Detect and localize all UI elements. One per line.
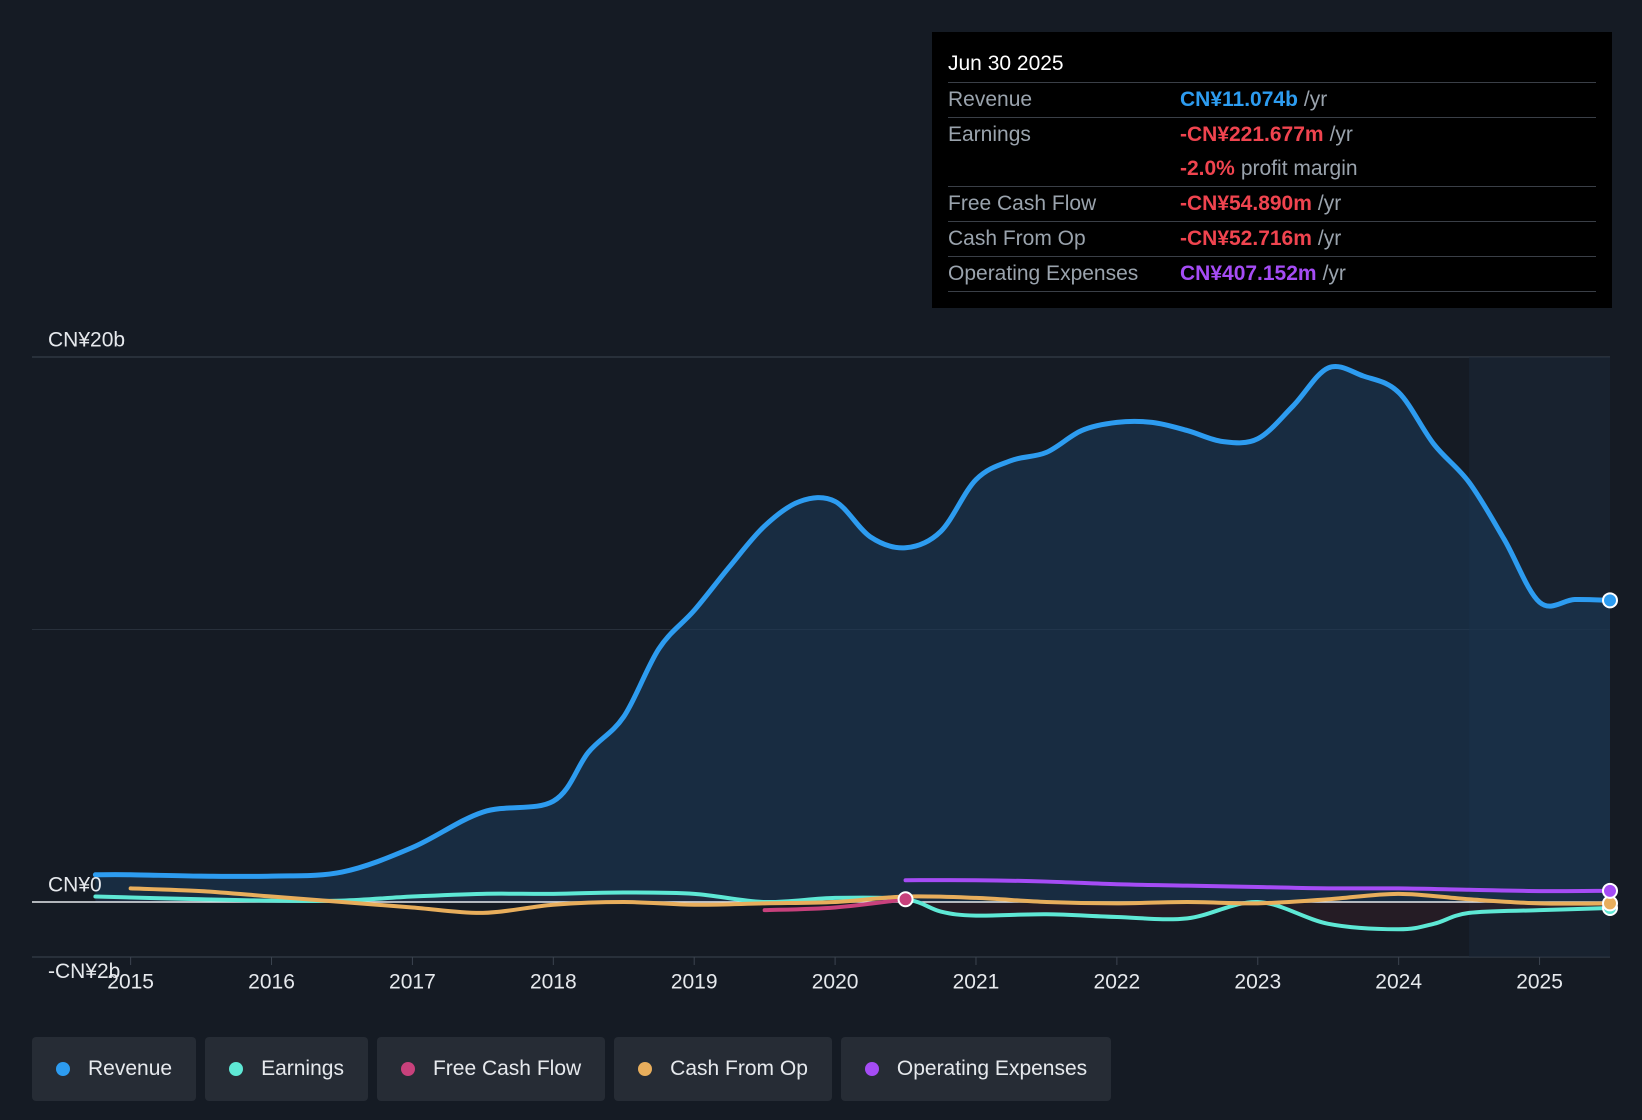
tooltip-label: Revenue: [948, 88, 1033, 111]
x-tick-label: 2024: [1375, 971, 1422, 994]
tooltip-row-operating-expenses: Operating Expenses CN¥407.152m /yr: [948, 257, 1596, 292]
legend-label: Earnings: [261, 1057, 344, 1080]
x-tick-label: 2025: [1516, 971, 1563, 994]
tooltip-label: [948, 152, 1180, 186]
legend-dot-icon: [400, 1062, 415, 1076]
chart-series-lines: [92, 363, 1613, 932]
y-axis-labels: CN¥20b CN¥0 -CN¥2b: [48, 329, 125, 984]
tooltip-row-free-cash-flow: Free Cash Flow -CN¥54.890m /yr: [948, 187, 1596, 222]
data-tooltip: Jun 30 2025 Revenue CN¥11.074b /yr Earni…: [932, 32, 1612, 308]
tooltip-row-revenue: Revenue CN¥11.074b /yr: [948, 83, 1596, 118]
y-tick-label: CN¥20b: [48, 329, 125, 352]
x-tick-label: 2023: [1234, 971, 1281, 994]
free-cash-flow-endpoint: [897, 891, 914, 908]
chart-areas: [95, 366, 1611, 930]
tooltip-row-cash-from-op: Cash From Op -CN¥52.716m /yr: [948, 222, 1596, 257]
cash-from-op-line: [128, 886, 1612, 915]
tooltip-value: -CN¥221.677m: [1180, 123, 1324, 146]
x-tick-label: 2020: [812, 971, 859, 994]
tooltip-unit: /yr: [1317, 227, 1342, 250]
tooltip-row-profit-margin: -2.0% profit margin: [948, 152, 1596, 187]
operating-expenses-line: [903, 878, 1612, 894]
x-tick-label: 2019: [671, 971, 718, 994]
tooltip-unit: profit margin: [1240, 157, 1358, 180]
tooltip-unit: /yr: [1303, 88, 1328, 111]
legend-dot-icon: [864, 1062, 879, 1076]
revenue-area: [95, 366, 1611, 902]
x-tick-label: 2022: [1094, 971, 1141, 994]
tooltip-row-earnings: Earnings -CN¥221.677m /yr: [948, 118, 1596, 152]
legend-label: Cash From Op: [670, 1057, 808, 1080]
tooltip-unit: /yr: [1322, 262, 1346, 285]
legend-item-revenue[interactable]: Revenue: [32, 1037, 197, 1101]
legend-item-cash-from-op[interactable]: Cash From Op: [614, 1037, 832, 1101]
legend-dot-icon: [638, 1062, 653, 1076]
legend-item-operating-expenses[interactable]: Operating Expenses: [840, 1037, 1112, 1101]
x-tick-label: 2015: [107, 971, 154, 994]
tooltip-value: CN¥11.074b: [1180, 88, 1298, 111]
legend-label: Operating Expenses: [896, 1057, 1088, 1080]
x-axis-labels: 2015 2016 2017 2018 2019 2020 2021 2022 2023 2024…: [107, 957, 1563, 994]
y-tick-label: CN¥0: [48, 874, 102, 897]
tooltip-date: Jun 30 2025: [948, 46, 1596, 83]
x-tick-label: 2021: [953, 971, 1000, 994]
tooltip-label: Cash From Op: [948, 227, 1086, 250]
tooltip-value: -2.0%: [1180, 157, 1235, 180]
operating-expenses-endpoint: [1602, 882, 1618, 899]
x-tick-label: 2017: [389, 971, 436, 994]
legend-item-earnings[interactable]: Earnings: [205, 1037, 368, 1101]
legend-dot-icon: [56, 1062, 70, 1076]
tooltip-label: Free Cash Flow: [948, 192, 1097, 215]
chart-endpoints: [897, 592, 1618, 916]
x-tick-label: 2016: [248, 971, 295, 994]
tooltip-label: Earnings: [948, 123, 1031, 146]
chart-legend: Revenue Earnings Free Cash Flow Cash Fro…: [32, 1037, 1120, 1101]
tooltip-unit: /yr: [1329, 123, 1353, 146]
revenue-endpoint: [1602, 592, 1618, 609]
earnings-line: [93, 890, 1612, 932]
y-tick-label: -CN¥2b: [48, 960, 120, 983]
x-tick-label: 2018: [530, 971, 577, 994]
legend-item-free-cash-flow[interactable]: Free Cash Flow: [376, 1037, 606, 1101]
free-cash-flow-line: [762, 897, 908, 913]
tooltip-value: -CN¥54.890m: [1180, 192, 1312, 215]
legend-dot-icon: [229, 1062, 244, 1076]
tooltip-unit: /yr: [1317, 192, 1342, 215]
tooltip-value: -CN¥52.716m: [1180, 227, 1312, 250]
legend-label: Free Cash Flow: [432, 1057, 582, 1080]
legend-label: Revenue: [88, 1057, 173, 1080]
tooltip-label: Operating Expenses: [948, 262, 1139, 285]
tooltip-value: CN¥407.152m: [1180, 262, 1317, 285]
revenue-line: [92, 363, 1613, 879]
